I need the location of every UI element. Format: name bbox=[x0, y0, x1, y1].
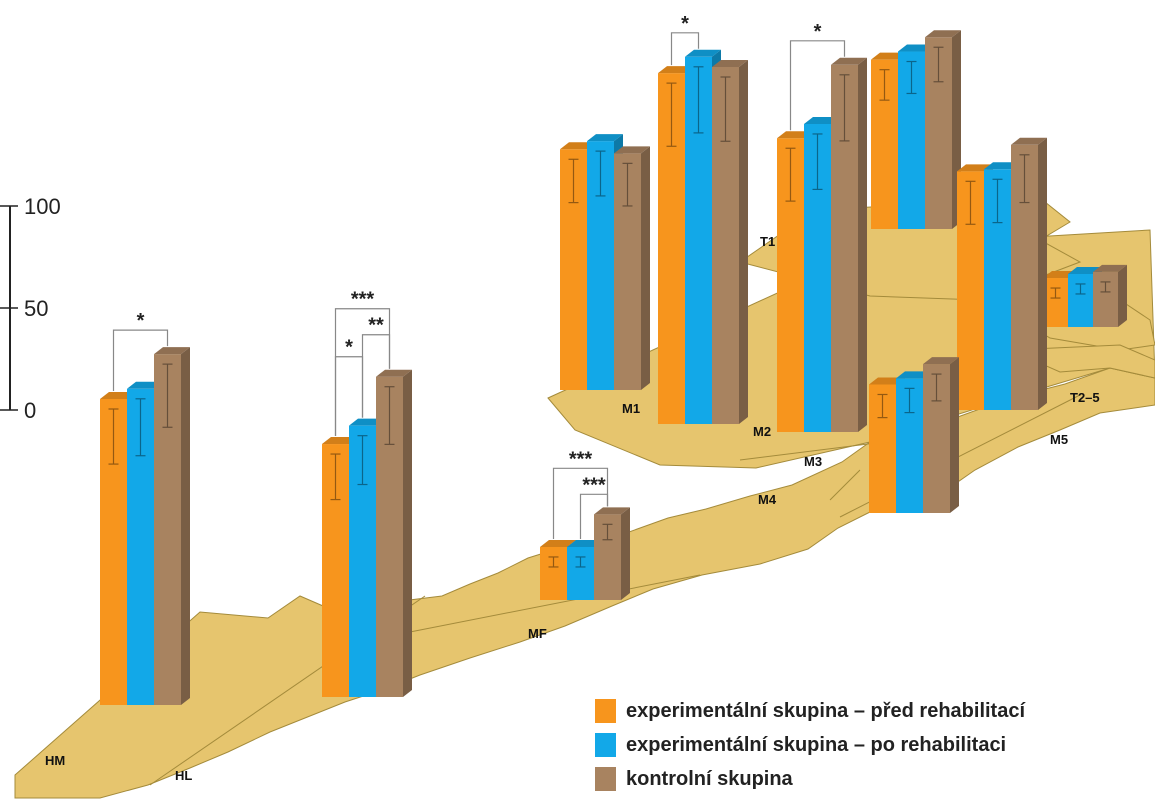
significance-bracket bbox=[579, 493, 609, 539]
significance-bracket bbox=[334, 356, 364, 437]
region-group-HL: ****** bbox=[322, 289, 412, 697]
bar-top-MF-pre bbox=[540, 539, 576, 547]
region-label-M5: M5 bbox=[1050, 432, 1068, 447]
bar-top-M3-control bbox=[831, 57, 867, 65]
significance-stars: ** bbox=[368, 315, 384, 337]
legend-swatch-control bbox=[595, 767, 616, 791]
bar-top-M1-control bbox=[614, 146, 650, 154]
legend-item-control: kontrolní skupina bbox=[595, 762, 1025, 796]
bar-T2–5-post bbox=[1068, 273, 1093, 327]
y-axis-tick-label: 50 bbox=[24, 296, 48, 321]
bar-side-HL-control bbox=[403, 369, 412, 697]
significance-stars: * bbox=[137, 310, 145, 332]
bar-top-MF-control bbox=[594, 507, 630, 515]
region-group-HM: * bbox=[100, 310, 190, 705]
bar-top-HM-control bbox=[154, 347, 190, 355]
region-label-M1: M1 bbox=[622, 401, 640, 416]
region-label-M4: M4 bbox=[758, 492, 777, 507]
region-divider bbox=[409, 574, 701, 633]
region-group-M3: * bbox=[777, 21, 867, 433]
region-label-T2–5: T2–5 bbox=[1070, 390, 1100, 405]
y-axis-tick-label: 0 bbox=[24, 398, 36, 423]
region-label-MF: MF bbox=[528, 626, 547, 641]
region-divider bbox=[829, 469, 861, 501]
legend-label-post: experimentální skupina – po rehabilitaci bbox=[626, 733, 1007, 756]
region-group-MF: *** *** bbox=[540, 448, 630, 600]
region-group-T1 bbox=[871, 30, 961, 230]
y-axis-tick-label: 100 bbox=[24, 194, 61, 219]
bar-side-M1-control bbox=[641, 146, 650, 390]
region-group-M1 bbox=[560, 134, 650, 390]
legend-swatch-pre bbox=[595, 699, 616, 723]
bar-MF-post bbox=[567, 546, 594, 600]
significance-bracket bbox=[670, 32, 700, 66]
region-labels: T1 T2–5 M1 M5 M2 M3 M4 MF HL HM bbox=[45, 234, 1100, 783]
bar-top-M2-control bbox=[712, 60, 748, 67]
region-label-M3: M3 bbox=[804, 454, 822, 469]
bar-side-MF-control bbox=[621, 507, 630, 600]
legend-item-pre: experimentální skupina – před rehabilita… bbox=[595, 694, 1025, 728]
bar-side-M3-control bbox=[858, 57, 867, 433]
bar-side-T2–5-control bbox=[1118, 264, 1127, 327]
bar-side-M5-control bbox=[1038, 137, 1047, 411]
bar-top-M4-control bbox=[923, 357, 959, 365]
y-axis: 0 50 100 bbox=[0, 194, 61, 423]
legend-label-control: kontrolní skupina bbox=[626, 767, 793, 790]
region-label-T1: T1 bbox=[760, 234, 775, 249]
legend: experimentální skupina – před rehabilita… bbox=[595, 694, 1025, 796]
significance-bracket bbox=[552, 467, 609, 539]
significance-stars: *** bbox=[569, 448, 593, 470]
significance-stars: *** bbox=[582, 474, 606, 496]
significance-bracket bbox=[789, 40, 846, 131]
bars-layer: * ************** bbox=[100, 13, 1127, 705]
bar-T2–5-control bbox=[1093, 271, 1118, 327]
region-group-T2–5 bbox=[1043, 264, 1127, 327]
significance-stars: *** bbox=[351, 289, 375, 311]
region-group-M2: * bbox=[658, 13, 748, 425]
bar-MF-pre bbox=[540, 546, 567, 600]
bar-top-T1-control bbox=[925, 30, 961, 38]
significance-bracket bbox=[112, 329, 169, 391]
bar-top-M2-post bbox=[685, 49, 721, 57]
significance-stars: * bbox=[681, 13, 689, 35]
bar-top-M1-post bbox=[587, 134, 623, 142]
region-group-M5 bbox=[957, 137, 1047, 411]
bar-side-M2-control bbox=[739, 60, 748, 424]
significance-stars: * bbox=[814, 21, 822, 43]
significance-stars: * bbox=[345, 337, 353, 359]
bar-T2–5-pre bbox=[1043, 278, 1068, 327]
bar-top-HL-control bbox=[376, 369, 412, 377]
bar-top-M5-control bbox=[1011, 137, 1047, 145]
region-label-HM: HM bbox=[45, 753, 65, 768]
legend-label-pre: experimentální skupina – před rehabilita… bbox=[626, 699, 1026, 722]
region-label-M2: M2 bbox=[753, 424, 771, 439]
region-group-M4 bbox=[869, 357, 959, 513]
bar-top-T2–5-control bbox=[1093, 264, 1127, 272]
region-label-HL: HL bbox=[175, 768, 192, 783]
bar-side-HM-control bbox=[181, 347, 190, 705]
bar-side-M4-control bbox=[950, 357, 959, 513]
legend-item-post: experimentální skupina – po rehabilitaci bbox=[595, 728, 1025, 762]
legend-swatch-post bbox=[595, 733, 616, 757]
